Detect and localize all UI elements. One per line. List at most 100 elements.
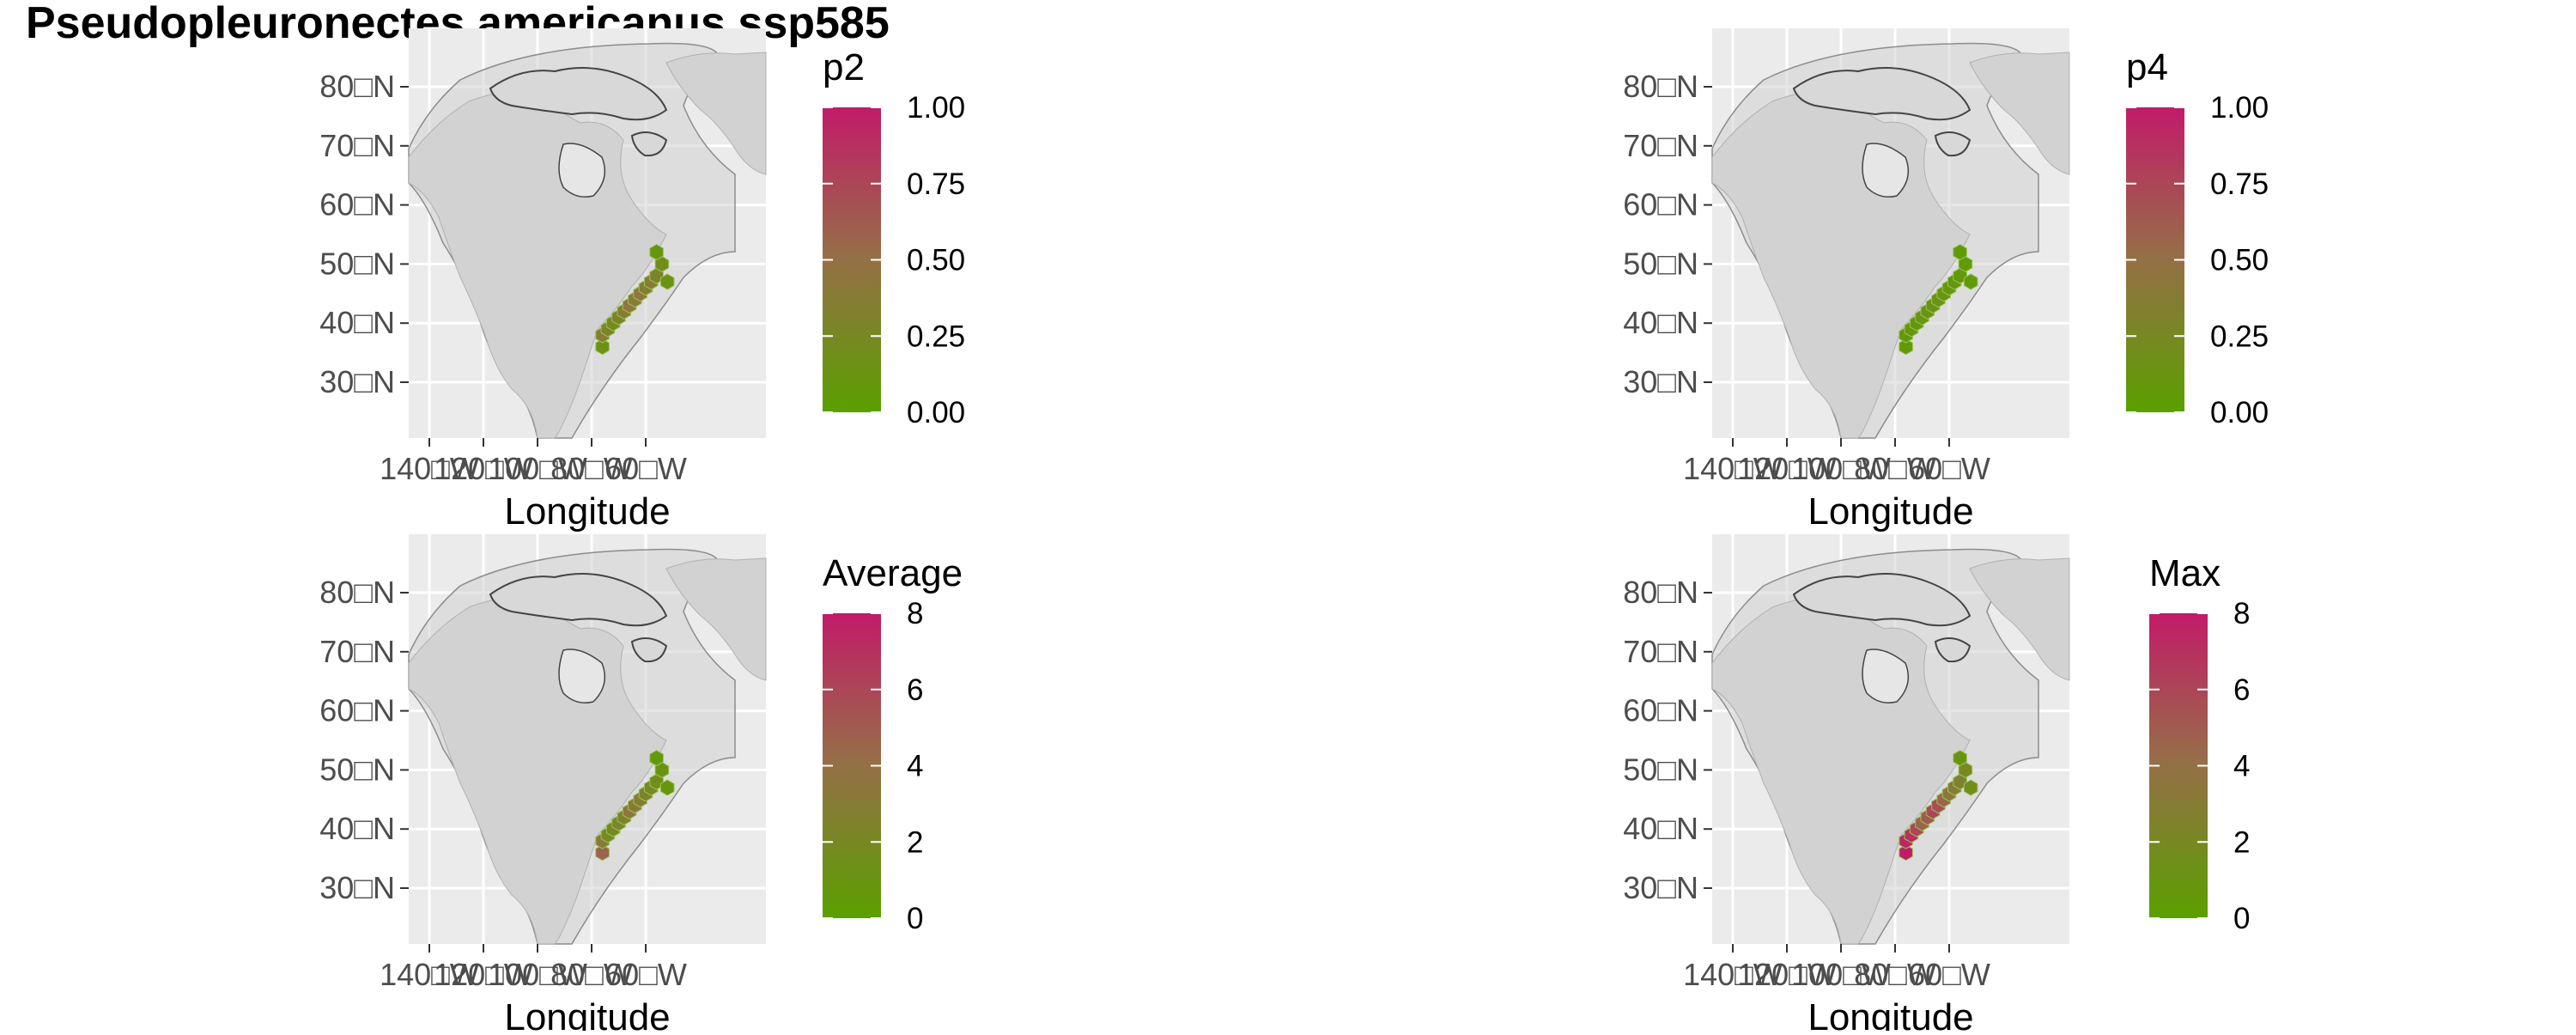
legend-label: 0 <box>907 902 923 935</box>
color-legend: p2 1.00 0.75 0.50 0.25 0.00 <box>823 46 965 429</box>
x-tick-label: 100□W <box>1791 451 1891 486</box>
legend-label: 0.00 <box>2210 396 2269 429</box>
data-cell <box>649 750 664 767</box>
y-tick-label: 80□N <box>1623 575 1698 610</box>
y-tick-label: 50□N <box>319 752 395 787</box>
x-tick-label: 140□W <box>1683 451 1783 486</box>
legend-label: 4 <box>907 750 923 783</box>
y-tick-label: 30□N <box>1623 870 1698 905</box>
data-cell <box>1953 244 1967 261</box>
legend-label: 2 <box>907 825 923 859</box>
x-tick-label: 120□W <box>1737 957 1837 992</box>
x-tick-label: 100□W <box>1791 957 1891 992</box>
y-tick-label: 80□N <box>1623 69 1698 104</box>
x-axis-title: Longitude <box>1807 490 1973 533</box>
legend-title: p4 <box>2126 46 2168 88</box>
data-cell <box>1953 750 1967 767</box>
greenland-landmass <box>665 52 767 175</box>
legend-title: Max <box>2149 552 2221 594</box>
x-tick-label: 120□W <box>434 451 533 486</box>
legend-label: 8 <box>907 597 923 630</box>
color-legend: p4 1.00 0.75 0.50 0.25 0.00 <box>2126 46 2269 429</box>
map-panel-p2: 80□N 70□N 60□N 50□N 40□N 30□N 140□W120□W100□W8… <box>319 28 965 533</box>
x-tick-label: 60□W <box>1908 957 1990 992</box>
x-tick-label: 60□W <box>1908 451 1990 486</box>
y-tick-label: 40□N <box>1623 305 1698 340</box>
arctic-archipelago <box>1792 67 1971 157</box>
data-cell <box>649 267 664 284</box>
panels: 80□N70□N60□N50□N40□N30□N140□W120□W100□W8… <box>319 28 2269 1035</box>
y-tick-label: 60□N <box>319 693 395 728</box>
x-tick-label: 140□W <box>1683 957 1783 992</box>
arctic-archipelago <box>489 67 668 157</box>
data-cell <box>654 761 670 778</box>
y-tick-label: 70□N <box>1623 634 1698 669</box>
hudson-bay <box>558 143 606 198</box>
x-tick-label: 140□W <box>380 451 479 486</box>
x-axis-title: Longitude <box>504 996 670 1031</box>
hudson-bay <box>1862 143 1910 198</box>
x-axis-title: Longitude <box>1807 996 1973 1031</box>
arctic-archipelago <box>1792 573 1971 663</box>
x-tick-label: 100□W <box>488 957 587 992</box>
y-tick-label: 50□N <box>319 246 395 281</box>
y-tick-label: 70□N <box>319 128 395 163</box>
legend-label: 2 <box>2233 825 2250 859</box>
legend-label: 1.00 <box>2210 91 2269 125</box>
y-tick-label: 30□N <box>319 364 395 399</box>
x-tick-label: 80□W <box>1854 957 1936 992</box>
legend-label: 0.50 <box>2210 244 2269 277</box>
legend-label: 6 <box>907 673 923 707</box>
data-cell <box>595 844 610 861</box>
data-cell <box>649 773 664 790</box>
data-cell <box>1963 273 1978 290</box>
legend-label: 8 <box>2233 597 2250 630</box>
y-tick-label: 60□N <box>1623 693 1698 728</box>
legend-title: p2 <box>823 46 865 88</box>
data-cell <box>1963 779 1978 796</box>
y-tick-label: 30□N <box>319 870 395 905</box>
data-cell <box>659 273 675 290</box>
map-panel-max: 80□N70□N60□N50□N40□N30□N140□W120□W100□W8… <box>1623 534 2250 1035</box>
hudson-bay <box>558 648 606 703</box>
data-cell <box>659 779 675 796</box>
y-tick-label: 80□N <box>319 69 395 104</box>
data-cell <box>1899 338 1913 356</box>
map-panel-p4: 80□N 70□N 60□N 50□N 40□N 30□N 140□W120□W100□W8… <box>1623 28 2269 533</box>
legend-label: 0.50 <box>907 244 965 277</box>
y-tick-label: 70□N <box>1623 128 1698 163</box>
y-tick-label: 80□N <box>319 575 395 610</box>
y-tick-label: 40□N <box>319 305 395 340</box>
greenland-landmass <box>1969 52 2070 175</box>
color-legend: Max 8 6 4 2 0 <box>2149 552 2250 935</box>
y-tick-label: 40□N <box>1623 811 1698 846</box>
y-tick-label: 50□N <box>1623 752 1698 787</box>
legend-label: 0.75 <box>2210 167 2269 201</box>
x-axis-title: Longitude <box>504 490 670 533</box>
y-tick-label: 30□N <box>1623 364 1698 399</box>
x-tick-label: 60□W <box>605 957 687 992</box>
legend-label: 0.25 <box>907 320 965 353</box>
legend-label: 0.25 <box>2210 320 2269 353</box>
x-tick-label: 80□W <box>1854 451 1936 486</box>
legend-label: 6 <box>2233 673 2250 707</box>
x-tick-label: 120□W <box>1737 451 1837 486</box>
y-tick-label: 40□N <box>319 811 395 846</box>
data-cell <box>654 255 670 272</box>
legend-label: 0.00 <box>907 396 965 429</box>
data-cell <box>1958 255 1973 272</box>
x-tick-label: 80□W <box>550 957 633 992</box>
hudson-bay <box>1862 648 1910 703</box>
x-tick-label: 60□W <box>605 451 687 486</box>
greenland-landmass <box>1969 557 2070 681</box>
x-tick-label: 120□W <box>434 957 533 992</box>
y-tick-label: 70□N <box>319 634 395 669</box>
arctic-archipelago <box>489 573 668 663</box>
legend-label: 1.00 <box>907 91 965 125</box>
legend-label: 0 <box>2233 902 2250 935</box>
data-cell <box>595 338 610 356</box>
x-tick-label: 140□W <box>380 957 479 992</box>
